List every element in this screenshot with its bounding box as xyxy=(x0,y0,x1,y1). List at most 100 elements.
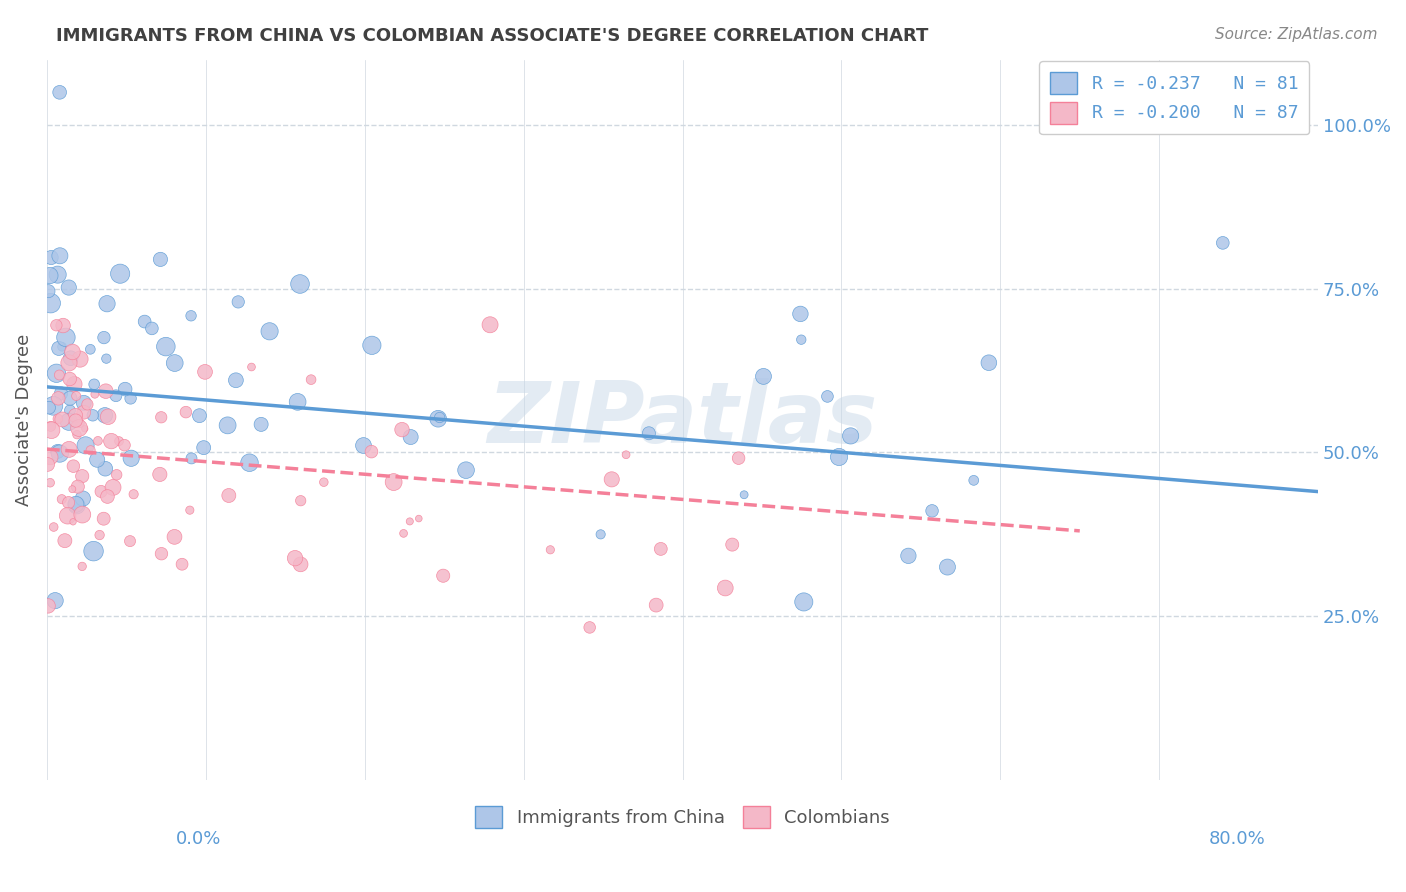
Point xyxy=(284,551,307,566)
Point xyxy=(58,442,80,457)
Point xyxy=(46,412,69,426)
Point xyxy=(93,330,115,344)
Point xyxy=(114,382,136,396)
Point xyxy=(39,296,62,310)
Point xyxy=(83,544,105,558)
Point xyxy=(94,384,117,399)
Point xyxy=(789,307,811,321)
Point xyxy=(59,391,82,405)
Point xyxy=(65,389,87,403)
Point xyxy=(360,444,382,458)
Point xyxy=(96,351,118,366)
Point xyxy=(97,409,120,424)
Point xyxy=(638,426,661,441)
Point xyxy=(188,409,211,423)
Point xyxy=(63,377,86,392)
Point xyxy=(83,387,105,401)
Point xyxy=(70,559,93,574)
Point xyxy=(65,497,87,511)
Point xyxy=(250,417,273,432)
Point xyxy=(49,446,72,460)
Point xyxy=(46,392,69,406)
Point xyxy=(963,474,986,488)
Point xyxy=(62,459,84,474)
Point xyxy=(72,508,94,522)
Point xyxy=(79,443,101,458)
Point xyxy=(150,547,173,561)
Point xyxy=(149,467,172,482)
Point xyxy=(58,356,80,370)
Point xyxy=(790,333,813,347)
Point xyxy=(312,475,335,490)
Point xyxy=(94,461,117,475)
Y-axis label: Associate's Degree: Associate's Degree xyxy=(15,334,32,506)
Point xyxy=(66,499,89,513)
Point xyxy=(46,444,69,458)
Point xyxy=(73,422,96,436)
Point xyxy=(538,542,561,557)
Point xyxy=(96,296,118,310)
Point xyxy=(134,315,156,329)
Point xyxy=(122,487,145,501)
Point xyxy=(578,620,600,634)
Point xyxy=(46,268,69,282)
Point xyxy=(56,508,79,523)
Point xyxy=(149,252,172,267)
Point xyxy=(118,534,141,549)
Point xyxy=(727,451,749,466)
Point xyxy=(65,409,87,423)
Point xyxy=(105,467,128,482)
Point xyxy=(52,318,75,333)
Point xyxy=(66,427,89,442)
Point xyxy=(37,458,59,472)
Point xyxy=(62,515,84,529)
Point xyxy=(108,267,131,281)
Point xyxy=(193,441,215,455)
Point xyxy=(921,504,943,518)
Text: IMMIGRANTS FROM CHINA VS COLOMBIAN ASSOCIATE'S DEGREE CORRELATION CHART: IMMIGRANTS FROM CHINA VS COLOMBIAN ASSOC… xyxy=(56,27,928,45)
Point xyxy=(67,421,90,435)
Point xyxy=(391,423,413,437)
Point xyxy=(87,434,110,448)
Point xyxy=(408,511,430,525)
Text: ZIPatlas: ZIPatlas xyxy=(488,378,877,461)
Point xyxy=(37,284,59,298)
Point xyxy=(49,249,72,263)
Point xyxy=(41,423,63,437)
Point xyxy=(55,330,77,344)
Point xyxy=(163,356,186,370)
Point xyxy=(39,251,62,265)
Point xyxy=(114,438,136,452)
Point xyxy=(432,568,454,582)
Text: Source: ZipAtlas.com: Source: ZipAtlas.com xyxy=(1215,27,1378,42)
Point xyxy=(79,343,101,357)
Point xyxy=(59,403,82,417)
Point xyxy=(42,399,65,413)
Point xyxy=(936,560,959,574)
Point xyxy=(614,448,637,462)
Point xyxy=(58,415,80,429)
Point xyxy=(360,338,382,352)
Point xyxy=(259,324,281,338)
Text: 80.0%: 80.0% xyxy=(1209,830,1265,847)
Point xyxy=(828,450,851,464)
Point xyxy=(218,488,240,502)
Point xyxy=(75,438,97,452)
Point xyxy=(429,410,451,425)
Point xyxy=(290,558,312,572)
Point xyxy=(104,389,127,403)
Point xyxy=(226,294,249,309)
Point xyxy=(42,520,65,534)
Point xyxy=(240,359,263,374)
Point xyxy=(59,351,82,366)
Point xyxy=(73,405,96,419)
Point xyxy=(353,438,375,452)
Point xyxy=(82,409,104,423)
Point xyxy=(721,538,744,552)
Point xyxy=(69,352,91,367)
Point xyxy=(174,405,197,419)
Point xyxy=(51,340,73,354)
Point xyxy=(120,451,142,466)
Point xyxy=(108,434,131,449)
Point xyxy=(977,356,1000,370)
